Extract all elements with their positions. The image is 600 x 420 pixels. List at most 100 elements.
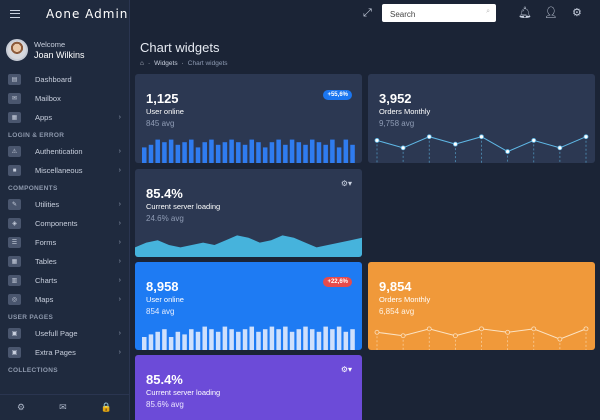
widget-label: Orders Monthly	[379, 295, 431, 304]
sidebar-item-label: Utilities	[35, 200, 60, 209]
user-name: Joan Wilkins	[34, 50, 85, 60]
sidebar-item-label: Tables	[35, 257, 57, 266]
search-icon[interactable]: ⌕	[486, 8, 490, 15]
chart-bar	[276, 329, 281, 350]
chart-bar	[148, 334, 154, 350]
sidebar-item-components[interactable]: ◈ Components ›	[0, 214, 129, 233]
apps-icon: ▦	[8, 112, 21, 123]
chart-bar	[350, 144, 355, 163]
sidebar-item-label: Authentication	[35, 147, 83, 156]
chart-bar	[296, 142, 302, 163]
area-series	[135, 235, 362, 257]
sidebar: Aone Admin Welcome Joan Wilkins ▤ Dashboa…	[0, 0, 130, 420]
breadcrumb-current: Chart widgets	[187, 60, 228, 67]
breadcrumb-widgets[interactable]: Widgets	[154, 60, 178, 67]
chevron-right-icon: ›	[118, 148, 121, 155]
gear-dropdown-icon[interactable]: ⚙▾	[340, 179, 352, 188]
welcome-text: Welcome	[34, 40, 66, 49]
sidebar-item-extra-pages[interactable]: ▣ Extra Pages ›	[0, 343, 129, 362]
search-input[interactable]	[382, 5, 496, 24]
chart-bar	[209, 139, 214, 163]
sidebar-item-usefull-page[interactable]: ▣ Usefull Page ›	[0, 324, 129, 343]
shield-icon: ◈	[8, 218, 21, 229]
table-icon: ▦	[8, 256, 21, 267]
sidebar-item-utilities[interactable]: ✎ Utilities ›	[0, 195, 129, 214]
home-icon[interactable]: ⌂	[140, 60, 144, 67]
chart-bar	[202, 142, 207, 163]
widget-user-online-blue: 8,958 User online 854 avg +22,6%	[135, 262, 362, 350]
avatar[interactable]	[6, 39, 28, 61]
expand-icon[interactable]: ⤢	[363, 7, 372, 19]
chevron-right-icon: ›	[118, 220, 121, 227]
chart-bar	[155, 331, 160, 350]
data-point	[426, 326, 432, 332]
mail-icon[interactable]: ✉	[59, 402, 67, 412]
data-point	[505, 149, 511, 154]
brand-bar: Aone Admin	[0, 0, 129, 28]
widget-value: 9,854	[379, 279, 412, 294]
bar-chart-user-online-blue	[142, 326, 355, 350]
chart-bar	[242, 144, 248, 163]
pages-icon: ▣	[8, 347, 21, 358]
data-point	[583, 326, 589, 332]
widget-avg: 9,758 avg	[379, 119, 415, 128]
sidebar-item-maps[interactable]: ◎ Maps ›	[0, 290, 129, 309]
chart-bar	[236, 142, 241, 163]
sidebar-item-authentication[interactable]: ⚠ Authentication ›	[0, 142, 129, 161]
widget-user-online: 1,125 User online 845 avg +55,6%	[135, 74, 362, 163]
data-point	[557, 336, 563, 342]
settings-icon[interactable]: ⚙	[17, 402, 26, 412]
widget-label: Current server loading	[146, 202, 221, 211]
line-chart-orders-monthly	[374, 134, 589, 163]
data-point	[531, 138, 537, 143]
chart-bar	[336, 326, 342, 350]
widget-label: User online	[146, 107, 184, 116]
chevron-right-icon: ›	[118, 296, 121, 303]
sidebar-item-apps[interactable]: ▦ Apps ›	[0, 108, 129, 127]
area-chart-server-loading	[135, 235, 362, 257]
chart-bar	[256, 331, 261, 350]
chart-bar	[222, 142, 228, 163]
sidebar-item-forms[interactable]: ☰ Forms ›	[0, 233, 129, 252]
page-title: Chart widgets	[140, 40, 220, 55]
chart-bar	[189, 329, 194, 350]
chart-bar	[242, 329, 248, 350]
sidebar-item-mailbox[interactable]: ✉ Mailbox	[0, 89, 129, 108]
sidebar-item-label: Charts	[35, 276, 58, 285]
chart-bar	[289, 331, 295, 350]
data-point	[426, 134, 432, 140]
sidebar-item-miscellaneous[interactable]: ■ Miscellaneous ›	[0, 161, 129, 180]
growth-badge: +22,6%	[323, 277, 352, 287]
widget-server-loading-purple: 85.4% Current server loading 85.6% avg ⚙…	[135, 355, 362, 420]
sidebar-item-tables[interactable]: ▦ Tables ›	[0, 252, 129, 271]
chart-bar	[336, 147, 342, 163]
widget-value: 1,125	[146, 91, 179, 106]
gear-icon[interactable]: ⚙	[572, 7, 582, 19]
chart-icon: ▥	[8, 275, 21, 286]
chart-bar	[256, 142, 261, 163]
chart-bar	[269, 142, 275, 163]
user-icon[interactable]: 👤︎	[544, 7, 558, 19]
chart-bar	[162, 329, 167, 350]
warning-icon: ⚠	[8, 146, 21, 157]
chart-bar	[350, 329, 355, 350]
sidebar-item-charts[interactable]: ▥ Charts ›	[0, 271, 129, 290]
dashboard-icon: ▤	[8, 74, 21, 85]
sidebar-item-dashboard[interactable]: ▤ Dashboard	[0, 70, 129, 89]
chevron-right-icon: ›	[118, 258, 121, 265]
chart-bar	[283, 144, 288, 163]
chart-bar	[269, 326, 275, 350]
menu-toggle-icon[interactable]	[10, 10, 20, 18]
sidebar-item-label: Apps	[35, 113, 53, 122]
gear-dropdown-icon[interactable]: ⚙▾	[340, 365, 352, 374]
lock-icon[interactable]: 🔒	[100, 402, 112, 412]
lock-icon: ■	[8, 165, 21, 176]
user-panel[interactable]: Welcome Joan Wilkins	[0, 30, 129, 70]
bell-icon[interactable]: 🔔︎	[518, 7, 532, 19]
chart-bar	[195, 331, 201, 350]
widget-label: Current server loading	[146, 388, 221, 397]
sidebar-item-label: Dashboard	[35, 75, 72, 84]
data-point	[400, 145, 406, 151]
chevron-right-icon: ›	[118, 349, 121, 356]
sidebar-item-label: Miscellaneous	[35, 166, 83, 175]
